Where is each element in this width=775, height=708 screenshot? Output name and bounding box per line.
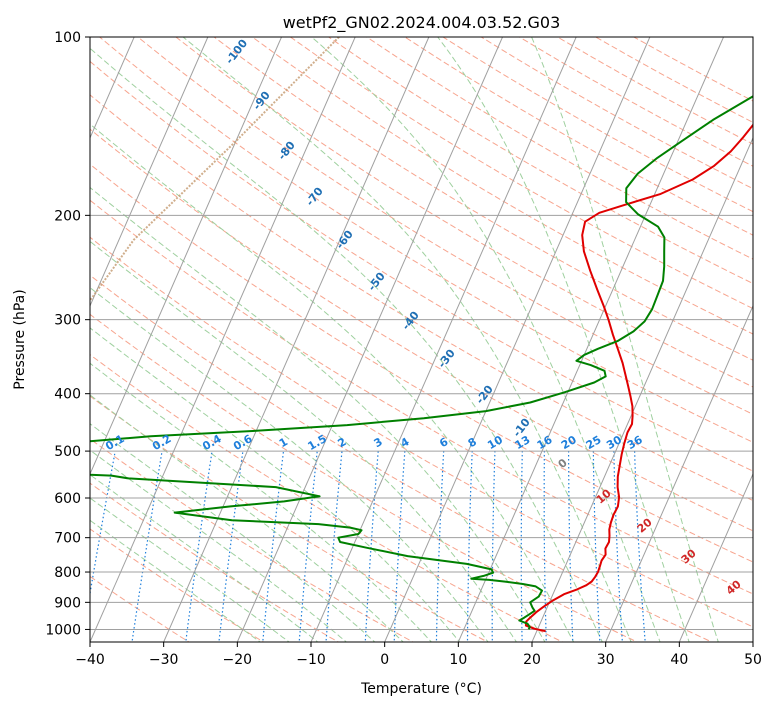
x-tick-label: 30 xyxy=(597,652,615,668)
moist-adiabat-line xyxy=(90,240,518,642)
x-tick-label: −20 xyxy=(223,652,253,668)
mixing-ratio-line xyxy=(90,450,116,597)
plot-background: -100-90-80-70-60-50-40-30-20-100.1 0.2 0.4… xyxy=(90,37,753,642)
dry-adiabat-line xyxy=(327,37,753,285)
y-tick-label: 900 xyxy=(54,595,81,611)
x-tick-label: 10 xyxy=(449,652,467,668)
isotherm-line xyxy=(531,136,753,642)
dry-adiabat-line xyxy=(289,37,753,310)
y-tick-label: 500 xyxy=(54,444,81,460)
x-tick-label: 0 xyxy=(380,652,389,668)
y-axis: 1000 900 800 700 600 500 400 300 200 100 xyxy=(45,30,90,638)
y-tick-label: 200 xyxy=(54,208,81,224)
y-tick-label: 400 xyxy=(54,387,81,403)
y-tick-label: 800 xyxy=(54,565,81,581)
chart-title: wetPf2_GN02.2024.004.03.52.G03 xyxy=(283,13,561,33)
mixing-ratio-line xyxy=(567,451,574,642)
y-tick-label: 700 xyxy=(54,531,81,547)
x-axis: −40 −30 −20 −10 0 10 20 30 40 50 xyxy=(75,642,762,668)
mixing-ratio-line xyxy=(613,451,624,642)
isotherm-line xyxy=(163,37,430,642)
isotherm-line xyxy=(605,304,753,642)
temperature-line xyxy=(524,123,753,633)
plot-frame xyxy=(89,36,754,643)
isotherm-line xyxy=(310,37,577,642)
y-tick-label: 100 xyxy=(54,30,81,46)
dry-adiabat-line xyxy=(90,199,753,595)
moist-adiabat-line xyxy=(90,474,319,642)
isotherm-line xyxy=(457,37,724,642)
y-tick-label: 300 xyxy=(54,313,81,329)
mixing-ratio-line xyxy=(520,451,523,642)
isotherm-line xyxy=(90,37,209,308)
dry-adiabat-line xyxy=(251,37,753,335)
profile-lines xyxy=(90,95,753,633)
x-tick-label: −40 xyxy=(75,652,105,668)
dry-adiabat-line xyxy=(90,60,753,472)
dewpoint-line xyxy=(90,95,753,630)
moist-adiabat-line xyxy=(531,37,719,642)
mixing-ratio-line xyxy=(543,451,547,642)
mixing-ratio-lines xyxy=(90,450,646,642)
x-axis-label: Temperature (°C) xyxy=(360,681,482,697)
isotherms xyxy=(90,37,753,642)
mixing-ratio-line xyxy=(435,451,445,642)
x-tick-label: −10 xyxy=(296,652,326,668)
dry-adiabat-line xyxy=(98,37,753,443)
x-tick-label: −30 xyxy=(149,652,179,668)
mixing-ratio-line xyxy=(491,451,496,642)
mixing-ratio-line xyxy=(592,451,601,642)
moist-adiabat-line xyxy=(90,287,489,642)
y-tick-label: 1000 xyxy=(45,622,81,638)
dry-adiabat-line xyxy=(90,94,753,502)
isotherm-line xyxy=(236,37,503,642)
x-tick-label: 20 xyxy=(523,652,541,668)
dry-adiabat-line xyxy=(90,128,753,532)
y-axis-label: Pressure (hPa) xyxy=(12,289,28,389)
isotherm-line xyxy=(90,37,282,476)
mixing-ratio-line xyxy=(466,451,473,642)
isotherm-line xyxy=(90,37,356,642)
dry-adiabat-line xyxy=(90,163,753,563)
y-tick-label: 600 xyxy=(54,491,81,507)
x-tick-label: 50 xyxy=(744,652,762,668)
mixing-ratio-line xyxy=(393,451,406,642)
moist-adiabat-line xyxy=(90,394,404,642)
pressure-gridlines xyxy=(90,37,753,630)
isotherm-line xyxy=(678,472,753,642)
moist-adiabat-line xyxy=(437,37,690,642)
isotherm-line xyxy=(384,37,651,642)
x-tick-label: 40 xyxy=(670,652,688,668)
dry-adiabat-line xyxy=(175,37,753,388)
